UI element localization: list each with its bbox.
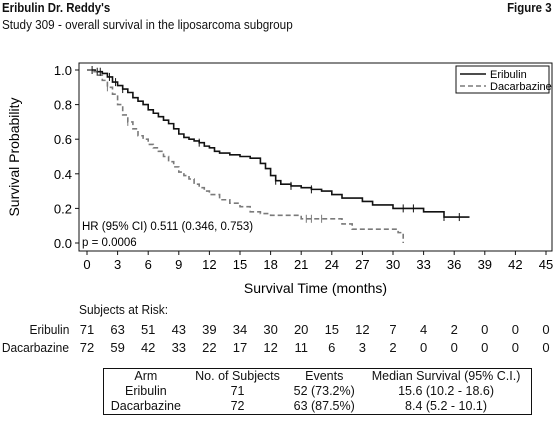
risk-count: 0 [419,340,428,355]
summary-cell: 71 [230,384,245,398]
y-tick-label: 0.4 [54,167,72,182]
risk-count: 3 [358,340,366,355]
x-tick-label: 30 [386,257,400,272]
summary-cell: 15.6 (10.2 - 18.6) [398,384,494,398]
x-tick-label: 45 [539,257,553,272]
x-tick-label: 42 [508,257,522,272]
risk-count: 33 [171,340,187,355]
risk-count: 22 [202,340,217,355]
x-tick-label: 0 [83,257,90,272]
risk-count: 0 [481,340,489,355]
summary-header-row: Arm No. of Subjects Events Median Surviv… [104,369,532,385]
risk-count: 34 [232,322,248,337]
legend-label: Dacarbazine [490,81,552,93]
risk-table-title: Subjects at Risk: [79,302,169,317]
risk-row: Eribulin 71 63 51 43 39 34 30 20 15 12 7 4 2 0 0 0 [0,322,556,340]
x-tick-label: 39 [478,257,492,272]
risk-count: 12 [355,322,370,337]
risk-count: 0 [542,322,550,337]
header-title: Eribulin Dr. Reddy's [2,0,111,15]
risk-count: 15 [324,322,340,337]
risk-row-label: Dacarbazine [1,340,69,355]
risk-count: 30 [263,322,278,337]
x-tick-label: 33 [416,257,430,272]
x-tick-label: 6 [145,257,152,272]
risk-count: 0 [481,322,489,337]
legend-label: Eribulin [490,69,527,81]
risk-count: 20 [293,322,309,337]
x-tick-label: 9 [175,257,182,272]
x-tick-label: 24 [325,257,339,272]
header-subtitle: Study 309 - overall survival in the lipo… [2,17,293,32]
risk-count: 59 [110,340,125,355]
summary-cell: Dacarbazine [110,399,181,413]
summary-row: Eribulin 71 52 (73.2%) 15.6 (10.2 - 18.6… [104,384,532,399]
summary-cell: 72 [230,399,245,413]
plot-frame [78,62,553,252]
x-tick-label: 15 [233,257,247,272]
x-axis-label: Survival Time (months) [244,280,387,296]
risk-count: 0 [542,340,550,355]
summary-header-cell: Arm [134,369,158,383]
y-tick-label: 0.2 [54,201,72,216]
summary-row: Dacarbazine 72 63 (87.5%) 8.4 (5.2 - 10.… [104,399,532,415]
risk-count: 43 [171,322,187,337]
hr-annotation: HR (95% CI) 0.511 (0.346, 0.753) [82,221,253,233]
y-axis-label: Survival Probability [6,97,22,216]
legend-box [455,65,550,94]
risk-row-label: Eribulin [29,322,69,337]
series-line-eribulin [87,69,470,218]
risk-count: 2 [450,322,458,337]
x-tick-label: 27 [355,257,369,272]
x-tick-label: 3 [114,257,121,272]
series-line-dacarbazine [87,69,404,243]
figure-label: Figure 3 [507,0,552,15]
risk-count: 12 [263,340,278,355]
x-tick-label: 36 [447,257,461,272]
summary-table: Arm No. of Subjects Events Median Surviv… [103,368,532,415]
summary-cell: 63 (87.5%) [293,399,355,413]
risk-count: 0 [511,322,519,337]
risk-count: 7 [389,322,397,337]
risk-count: 0 [511,340,519,355]
y-tick-label: 0.8 [54,98,72,113]
risk-count: 42 [140,340,156,355]
p-value-annotation: p = 0.0006 [82,237,137,249]
risk-count: 17 [232,340,248,355]
risk-count: 71 [79,322,95,337]
summary-cell: 52 (73.2%) [293,384,355,398]
risk-count: 51 [140,322,156,337]
summary-cell: Eribulin [125,384,167,398]
x-tick-label: 21 [294,257,308,272]
summary-cell: 8.4 (5.2 - 10.1) [405,399,488,413]
risk-count: 2 [389,340,397,355]
y-tick-label: 0.6 [54,132,72,147]
x-tick-label: 18 [263,257,277,272]
summary-header-cell: No. of Subjects [195,369,280,383]
summary-header-cell: Median Survival (95% C.I.) [371,369,521,383]
risk-count: 4 [419,322,428,337]
risk-count: 6 [328,340,336,355]
risk-count: 63 [110,322,125,337]
risk-count: 39 [202,322,217,337]
risk-row: Dacarbazine 72 59 42 33 22 17 12 11 6 3 2 0 0 0 0 0 [0,340,556,358]
y-tick-label: 1.0 [54,63,72,78]
risk-count: 0 [450,340,458,355]
risk-count: 11 [294,340,308,355]
y-tick-label: 0.0 [54,236,72,251]
risk-count: 72 [79,340,95,355]
summary-header-cell: Events [305,369,344,383]
survival-chart: 0 3 6 9 12 15 18 21 24 27 30 33 36 39 42 450.00.20.40.6… [6,62,553,296]
x-tick-label: 12 [202,257,216,272]
